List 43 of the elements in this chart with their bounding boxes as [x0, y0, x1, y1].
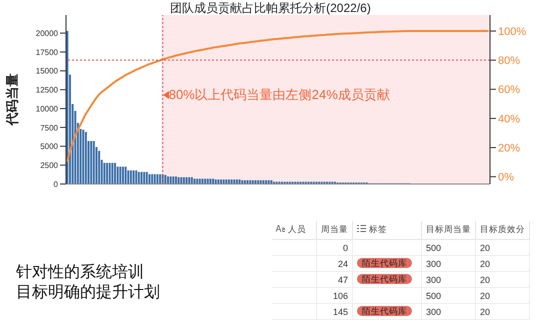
y-axis-title: 代码当量: [4, 74, 20, 126]
annotation: 80%以上代码当量由左侧24%成员贡献: [168, 86, 390, 104]
y2-tick-label: 40%: [498, 113, 520, 126]
text: 针对性的系统培训: [16, 263, 145, 283]
y-tick-label: 0: [54, 180, 59, 189]
y-tick-label: 7500: [40, 123, 59, 132]
text: 20: [480, 290, 490, 300]
y2-tick-label: 80%: [498, 55, 520, 68]
y-tick-label: 20000: [36, 28, 59, 38]
text: 20: [480, 258, 490, 268]
y-tick-label: 15000: [36, 66, 59, 76]
text: 300: [426, 306, 442, 316]
y-tick-label: 2500: [40, 160, 59, 170]
text: 500: [426, 242, 442, 252]
category-label: 目标周当量: [426, 224, 471, 234]
text: 陌生代码库: [362, 274, 407, 284]
y-tick-label: 5000: [40, 142, 59, 152]
text: 500: [426, 290, 442, 300]
text: 0: [342, 242, 348, 252]
text: 47: [338, 274, 348, 284]
y2-tick-label: 0%: [498, 172, 514, 184]
text: 目标明确的提升计划: [16, 283, 160, 303]
category-label: 目标质效分: [480, 224, 525, 234]
text: 145: [332, 306, 348, 316]
y-tick-label: 17500: [36, 48, 59, 57]
text: 20: [480, 306, 490, 316]
text: 106: [332, 290, 348, 300]
category-label: 标签: [369, 224, 387, 234]
y-tick-label: 12500: [36, 86, 59, 95]
text: 陌生代码库: [362, 306, 407, 316]
y2-tick-label: 100%: [498, 26, 526, 38]
text: 300: [426, 274, 442, 284]
text: 陌生代码库: [362, 258, 407, 268]
text: 300: [426, 258, 442, 268]
category-label: 人员: [288, 224, 306, 234]
category-label: 周当量: [321, 224, 348, 234]
chart-title: 团队成员贡献占比帕累托分析(2022/6): [169, 0, 372, 17]
y2-tick-label: 60%: [498, 84, 520, 96]
text: 20: [480, 242, 490, 252]
text: 20: [480, 274, 490, 284]
y-tick-label: 10000: [36, 104, 59, 114]
text: 24: [338, 258, 348, 268]
y2-tick-label: 20%: [498, 142, 520, 154]
